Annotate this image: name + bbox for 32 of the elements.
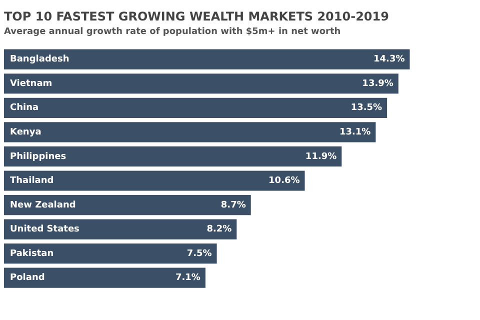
bar — [4, 74, 398, 94]
data-label: 8.2% — [206, 224, 232, 235]
y-tick-label: Vietnam — [10, 78, 52, 89]
bar — [4, 219, 237, 240]
y-tick-label: New Zealand — [10, 200, 76, 210]
data-label: 11.9% — [305, 152, 337, 162]
data-label: 13.9% — [362, 78, 394, 89]
y-tick-label: Kenya — [10, 128, 42, 138]
y-tick-label: Thailand — [10, 176, 54, 186]
bar — [4, 122, 376, 142]
data-label: 10.6% — [268, 176, 300, 186]
data-label: 14.3% — [374, 54, 405, 65]
chart-subtitle: Average annual growth rate of population with $5m+ in net worth — [4, 27, 341, 38]
bar — [4, 98, 388, 118]
y-tick-label: Bangladesh — [10, 54, 70, 65]
bar — [4, 49, 410, 70]
data-label: 7.1% — [175, 273, 200, 284]
bar — [4, 146, 342, 167]
y-tick-label: China — [10, 103, 39, 114]
data-label: 7.5% — [186, 248, 212, 259]
y-tick-label: Poland — [10, 273, 45, 284]
data-label: 13.1% — [339, 128, 371, 138]
bar — [4, 268, 206, 288]
y-tick-label: Philippines — [10, 152, 66, 162]
bar — [4, 194, 251, 216]
chart-title: TOP 10 FASTEST GROWING WEALTH MARKETS 2010-2019 — [4, 9, 389, 24]
y-tick-label: Pakistan — [10, 248, 54, 259]
data-label: 13.5% — [350, 103, 382, 114]
y-tick-label: United States — [10, 224, 80, 235]
data-label: 8.7% — [220, 200, 246, 210]
bar — [4, 170, 305, 191]
bar — [4, 244, 217, 264]
